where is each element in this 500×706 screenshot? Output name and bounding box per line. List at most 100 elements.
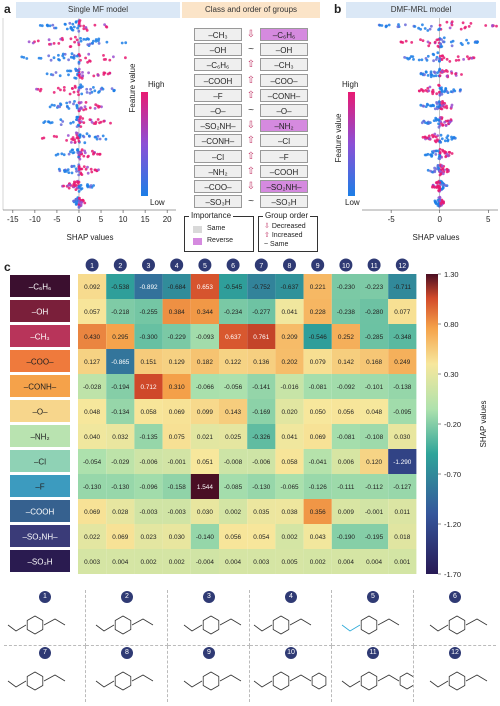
panel-a-point (70, 164, 74, 168)
panel-b-point (435, 101, 438, 104)
panel-b-point (446, 139, 450, 143)
heatmap-cell (388, 374, 417, 399)
panel-b-point (387, 23, 391, 27)
panel-a-point (71, 151, 75, 155)
panel-b-point (450, 20, 454, 24)
panel-a-point (88, 185, 92, 189)
heatmap-cell-value: -0.711 (393, 284, 411, 291)
panel-a-point (84, 101, 88, 104)
panel-a-point (68, 21, 72, 25)
heatmap-cell (162, 524, 191, 549)
panel-a-point (91, 149, 94, 153)
heatmap-cell-value: -0.108 (365, 434, 384, 441)
panel-b-point (445, 74, 449, 78)
panel-a-point (72, 90, 76, 94)
panel-a-point (71, 56, 75, 59)
heatmap-cell-value: -0.684 (168, 284, 187, 291)
panel-a-point (73, 100, 76, 103)
importance-same-label: Same (207, 225, 226, 232)
heatmap-cell (78, 499, 107, 524)
panel-a-point (96, 152, 99, 156)
heatmap-cell (303, 524, 332, 549)
group-order-title: Group order (263, 211, 311, 220)
panel-b-point (460, 73, 463, 76)
heatmap-cell (106, 474, 135, 499)
panel-b-point (432, 74, 436, 78)
panel-b-beeswarm: -5 0 5 SHAP values (362, 18, 498, 242)
heatmap-cell-value: 0.002 (282, 534, 298, 541)
panel-a-point (65, 101, 69, 105)
panel-a-point (104, 137, 108, 141)
heatmap-cell (106, 324, 135, 349)
heatmap-cell-value: -0.130 (252, 484, 271, 491)
panel-a-point (80, 76, 84, 80)
panel-b-point (461, 43, 464, 46)
heatmap-cell-value: 0.168 (366, 359, 382, 366)
panel-a-point (47, 38, 51, 42)
panel-b-point (434, 58, 438, 61)
panel-b-point (433, 107, 437, 111)
panel-a-point (86, 171, 90, 175)
heatmap-cell (275, 374, 304, 399)
panel-b-point (423, 153, 427, 157)
molecule-structure-drawing (429, 671, 488, 691)
panel-b-point (437, 28, 440, 32)
panel-b-point (438, 103, 442, 107)
panel-a-point (64, 23, 67, 26)
panel-b-point (384, 25, 388, 29)
heatmap-cell (388, 449, 417, 474)
heatmap-column-badge (367, 258, 381, 272)
panel-a-point (73, 76, 77, 80)
heatmap-colorbar (426, 274, 438, 574)
heatmap-cell-value: 0.002 (141, 559, 157, 566)
heatmap-cell (134, 549, 163, 574)
heatmap-cell-value: -0.169 (252, 409, 271, 416)
panel-b-point (426, 168, 430, 172)
heatmap-cell-value: 0.054 (253, 534, 269, 541)
molecule-number-badge: 11 (367, 647, 379, 659)
heatmap-colorbar-tick-label: 1.30 (444, 270, 459, 279)
heatmap-cell (388, 524, 417, 549)
panel-a-point (93, 23, 97, 27)
panel-b-point (431, 103, 435, 107)
heatmap-row-label-box (10, 550, 70, 572)
panel-b-point (452, 88, 456, 92)
panel-a-point (77, 73, 81, 77)
panel-a-letter: a (4, 2, 11, 16)
heatmap-cell-value: 0.035 (253, 509, 269, 516)
panel-b-point (443, 89, 447, 92)
heatmap-cell-value: -0.138 (393, 384, 412, 391)
heatmap-cell-value: 0.002 (225, 509, 241, 516)
heatmap-cell-value: -0.158 (168, 484, 187, 491)
panel-b-point (426, 29, 430, 32)
molecule-structure-drawing (253, 615, 312, 635)
heatmap-column-badge (113, 258, 127, 272)
panel-a-point (102, 119, 106, 123)
heatmap-cell (247, 349, 276, 374)
heatmap-cell-value: 0.040 (84, 434, 100, 441)
heatmap-cell-value: -0.111 (337, 484, 355, 491)
panel-a-point (78, 76, 82, 79)
panel-b-title: DMF-MRL model (346, 2, 496, 18)
heatmap-cell-value: 0.092 (84, 284, 100, 291)
panel-a-point (76, 123, 80, 127)
panel-a-point (69, 37, 73, 41)
panel-b-point (407, 57, 410, 61)
panel-a-point (97, 37, 101, 41)
panel-a-point (57, 53, 60, 57)
heatmap-cell-value: 0.430 (84, 334, 100, 341)
panel-b-point (437, 38, 440, 41)
heatmap-row-label-box (10, 350, 70, 372)
panel-a-point (85, 91, 89, 94)
heatmap-cell (106, 299, 135, 324)
panel-b-point (448, 26, 452, 30)
panel-b-point (440, 187, 444, 191)
panel-a-point (88, 91, 92, 95)
panel-b-point (437, 118, 440, 122)
heatmap-cell (190, 374, 219, 399)
panel-a-point (97, 168, 100, 172)
panel-a-point (62, 56, 66, 60)
panel-a-point (86, 155, 90, 159)
panel-a-point (77, 88, 81, 92)
panel-b-point (436, 71, 439, 75)
